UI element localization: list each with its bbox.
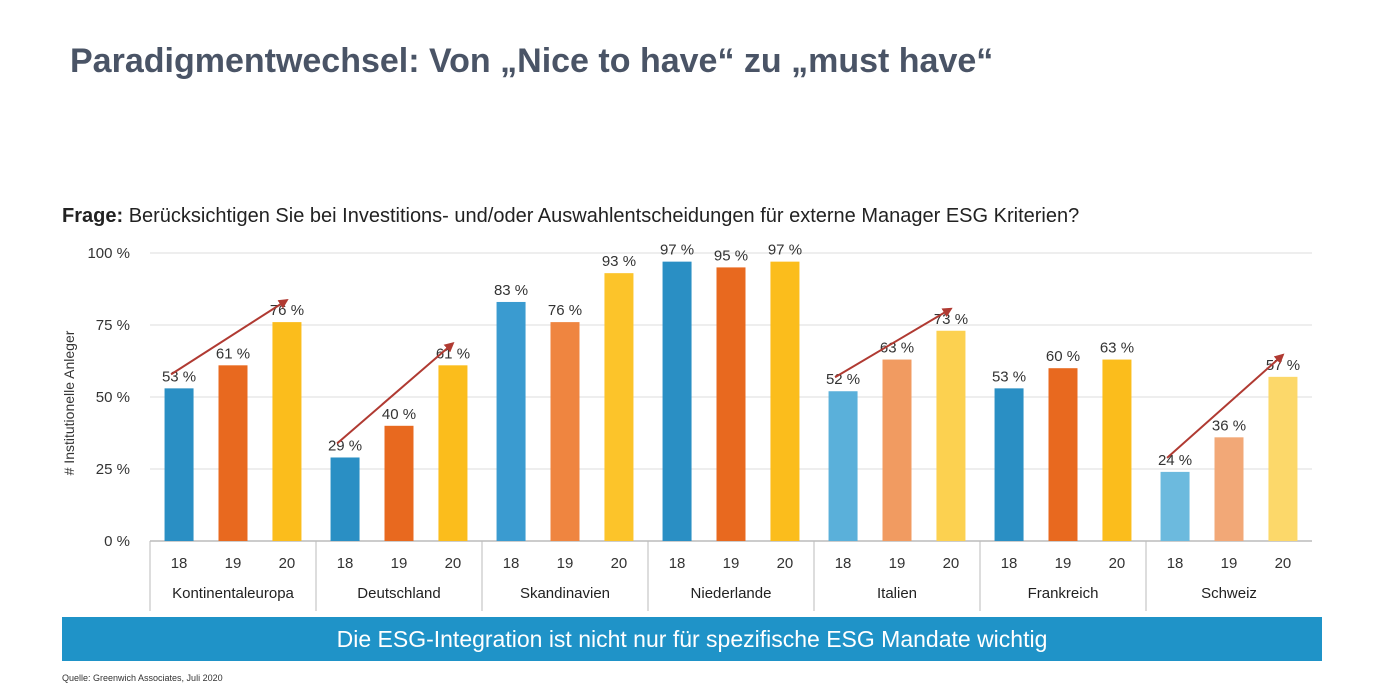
data-label: 73 %	[934, 311, 968, 328]
group-label: Niederlande	[691, 585, 772, 602]
question-text: Frage: Berücksichtigen Sie bei Investiti…	[62, 205, 1079, 228]
y-tick-label: 50 %	[96, 389, 130, 406]
group-label: Kontinentaleuropa	[172, 585, 294, 602]
data-label: 36 %	[1212, 417, 1246, 434]
x-tick-label: 20	[1109, 555, 1126, 572]
group-label: Italien	[877, 585, 917, 602]
x-tick-label: 18	[835, 555, 852, 572]
x-tick-label: 18	[1001, 555, 1018, 572]
banner-text: Die ESG-Integration ist nicht nur für sp…	[336, 625, 1048, 652]
data-label: 97 %	[660, 242, 694, 259]
x-tick-label: 20	[943, 555, 960, 572]
trend-arrow	[834, 307, 953, 379]
bar	[604, 273, 634, 541]
bar	[330, 457, 360, 541]
x-tick-label: 18	[669, 555, 686, 572]
bar	[936, 330, 966, 541]
bar	[716, 267, 746, 541]
data-label: 29 %	[328, 437, 362, 454]
bar	[882, 359, 912, 541]
bar	[384, 425, 414, 541]
data-label: 97 %	[768, 242, 802, 259]
trend-arrow	[170, 299, 289, 376]
trend-arrow	[336, 342, 455, 445]
data-label: 53 %	[162, 368, 196, 385]
x-tick-label: 19	[889, 555, 906, 572]
data-label: 93 %	[602, 253, 636, 270]
bar	[550, 322, 580, 541]
x-tick-label: 19	[1221, 555, 1238, 572]
y-tick-label: 25 %	[96, 461, 130, 478]
y-tick-label: 100 %	[87, 245, 130, 262]
data-label: 76 %	[548, 302, 582, 319]
x-tick-label: 20	[777, 555, 794, 572]
x-tick-label: 19	[225, 555, 242, 572]
bar	[770, 261, 800, 541]
bar	[496, 301, 526, 541]
bar	[828, 391, 858, 541]
x-tick-label: 19	[723, 555, 740, 572]
bar	[1268, 376, 1298, 541]
y-axis-label: # Institutionelle Anleger	[61, 330, 77, 475]
x-tick-label: 18	[1167, 555, 1184, 572]
x-tick-label: 20	[279, 555, 296, 572]
x-tick-label: 18	[171, 555, 188, 572]
data-label: 95 %	[714, 247, 748, 264]
x-tick-label: 20	[445, 555, 462, 572]
bar	[164, 388, 194, 541]
bar	[218, 365, 248, 541]
question-body: Berücksichtigen Sie bei Investitions- un…	[128, 205, 1080, 227]
bar	[994, 388, 1024, 541]
bar	[272, 322, 302, 541]
x-tick-label: 19	[1055, 555, 1072, 572]
group-label: Skandinavien	[520, 585, 610, 602]
data-label: 24 %	[1158, 452, 1192, 469]
trend-arrow	[1166, 353, 1285, 459]
x-tick-label: 18	[337, 555, 354, 572]
data-label: 63 %	[880, 340, 914, 357]
bar	[1160, 471, 1190, 541]
data-label: 60 %	[1046, 348, 1080, 365]
data-label: 52 %	[826, 371, 860, 388]
data-label: 53 %	[992, 368, 1026, 385]
bar	[662, 261, 692, 541]
data-label: 61 %	[216, 345, 250, 362]
source-note: Quelle: Greenwich Associates, Juli 2020	[62, 673, 223, 683]
group-label: Schweiz	[1201, 585, 1257, 602]
bar	[1214, 437, 1244, 541]
question-prefix: Frage:	[62, 205, 124, 227]
bar	[1048, 368, 1078, 541]
bar	[1102, 359, 1132, 541]
page-title: Paradigmentwechsel: Von „Nice to have“ z…	[70, 42, 994, 80]
summary-banner: Die ESG-Integration ist nicht nur für sp…	[62, 617, 1322, 661]
x-tick-label: 18	[503, 555, 520, 572]
data-label: 76 %	[270, 302, 304, 319]
y-tick-label: 75 %	[96, 317, 130, 334]
group-label: Deutschland	[357, 585, 440, 602]
y-tick-label: 0 %	[104, 533, 130, 550]
group-label: Frankreich	[1028, 585, 1099, 602]
x-tick-label: 19	[557, 555, 574, 572]
x-tick-label: 20	[1275, 555, 1292, 572]
x-tick-label: 20	[611, 555, 628, 572]
bar	[438, 365, 468, 541]
x-tick-label: 19	[391, 555, 408, 572]
data-label: 83 %	[494, 282, 528, 299]
data-label: 63 %	[1100, 340, 1134, 357]
data-label: 40 %	[382, 406, 416, 423]
